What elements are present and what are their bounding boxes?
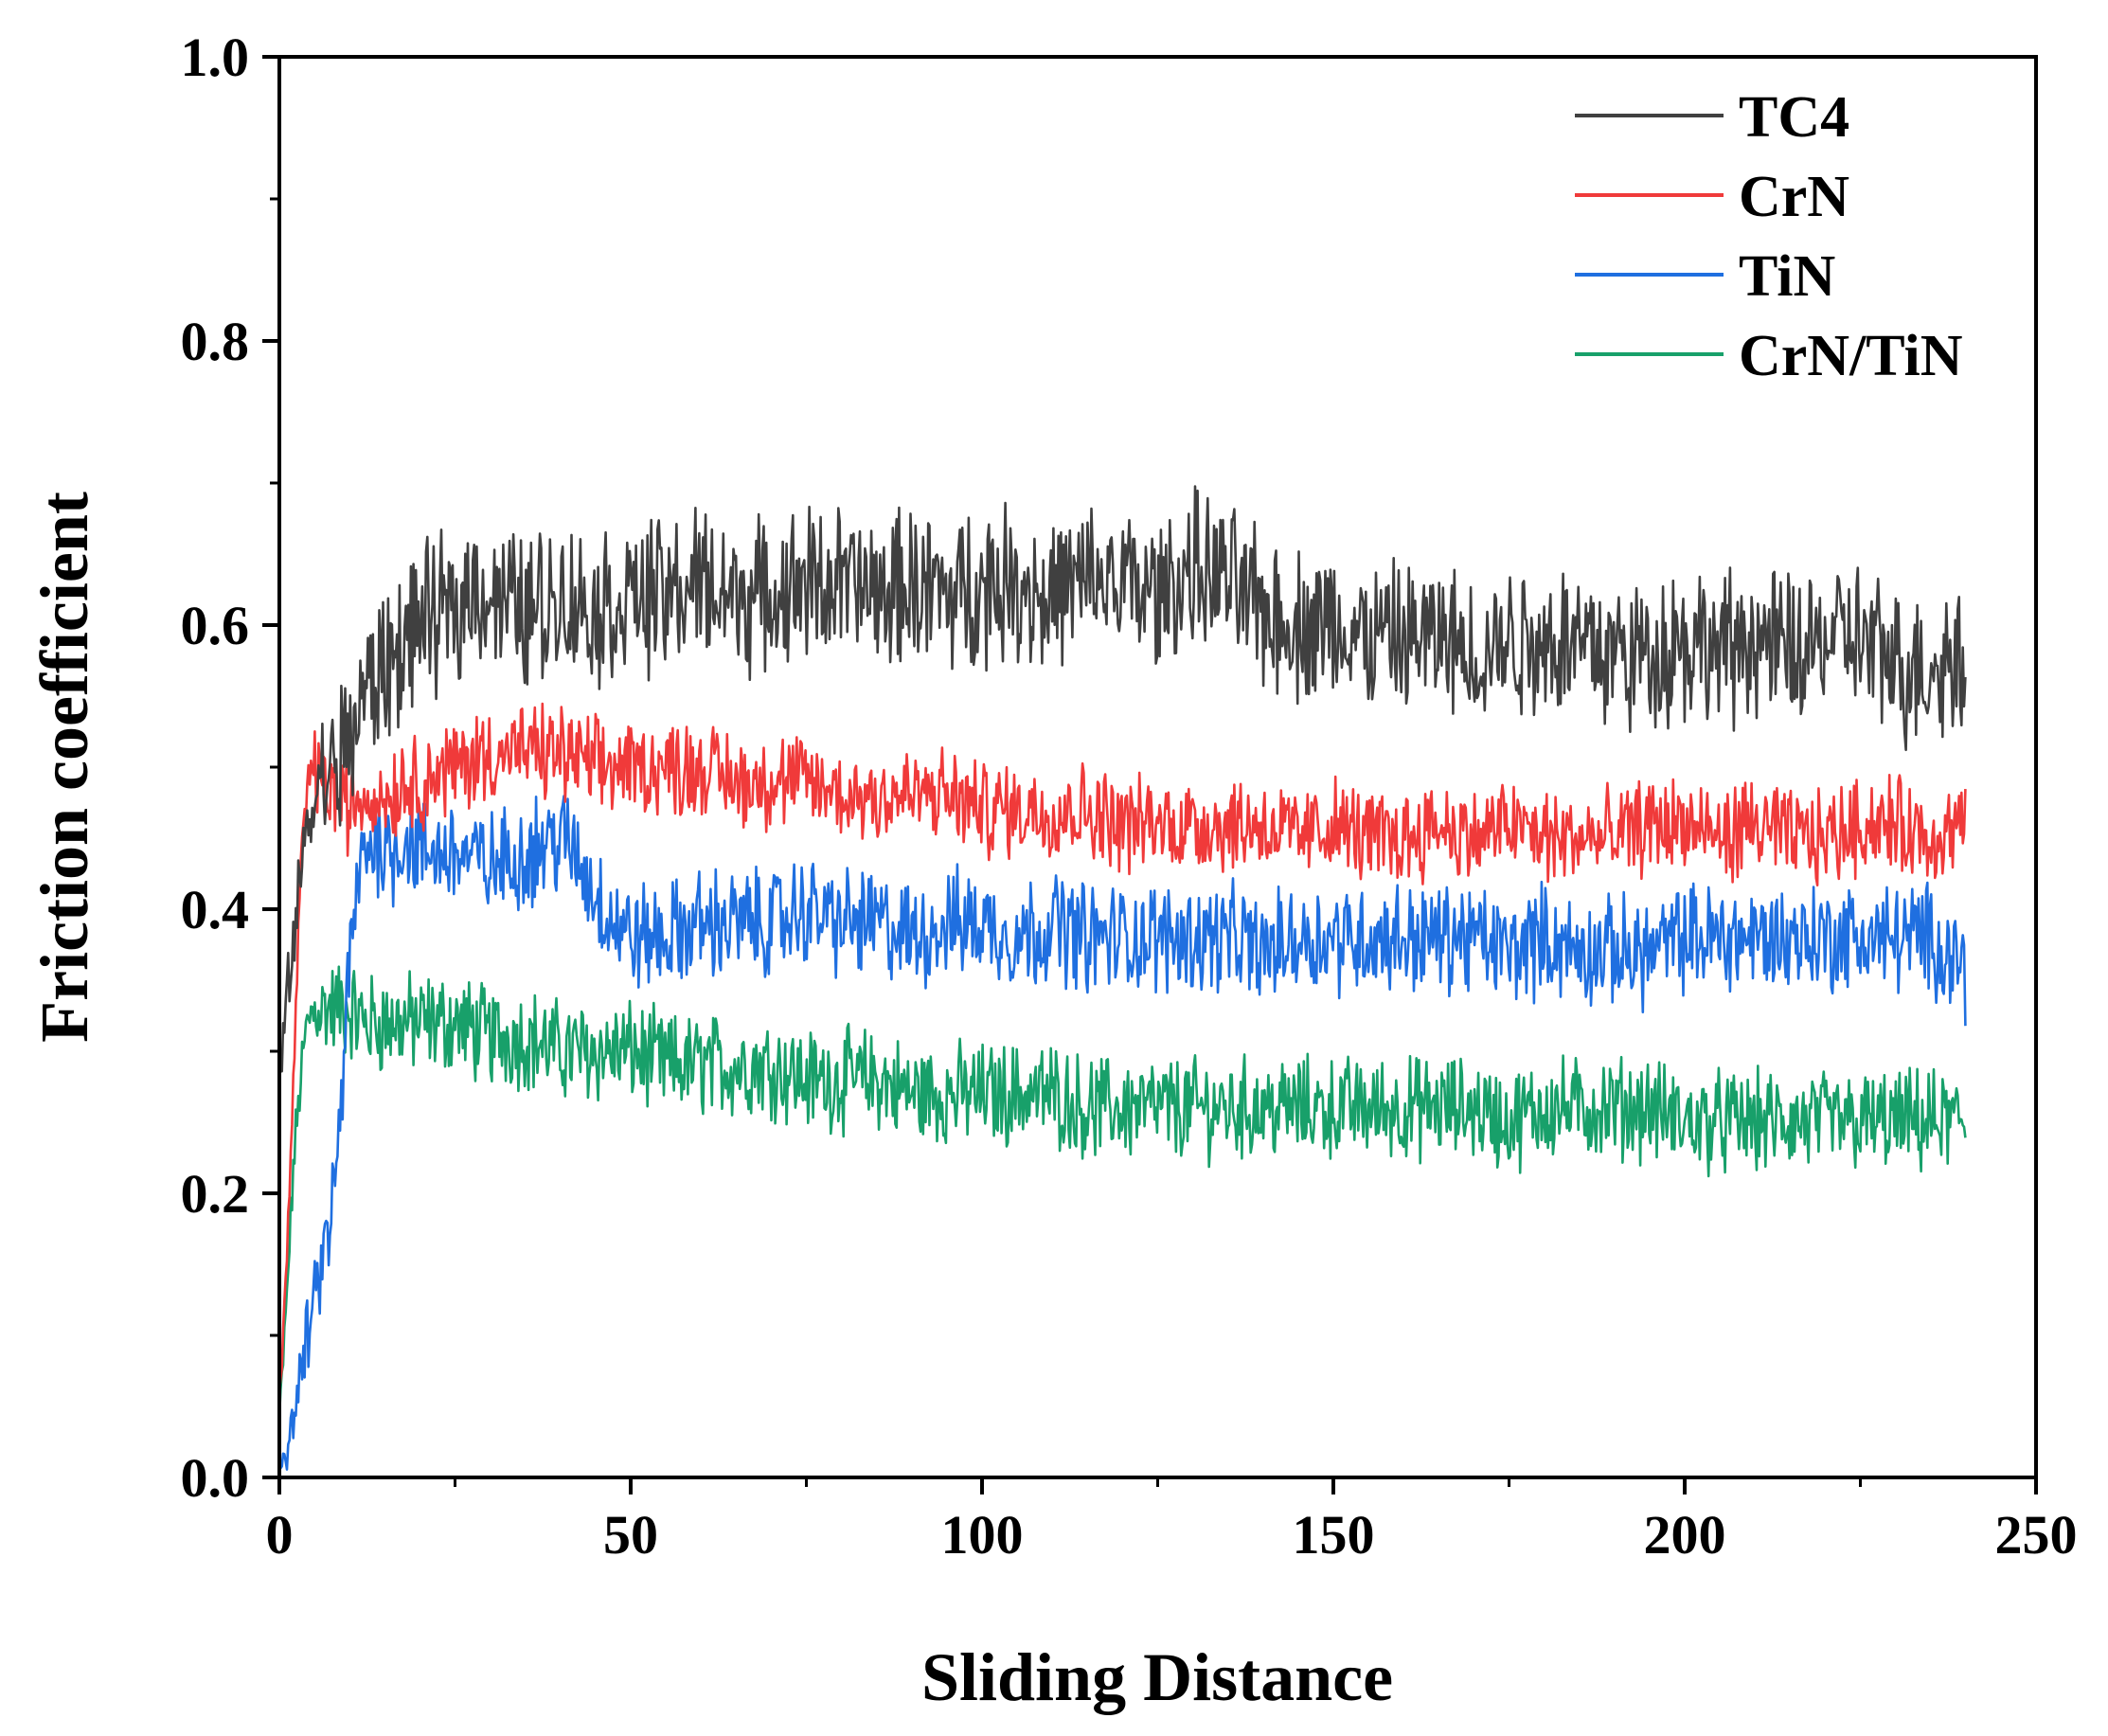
x-tick-label: 50 [603, 1504, 658, 1566]
series-line-crn [277, 702, 1967, 1393]
series-layer [277, 485, 1967, 1471]
series-line-crn-tin [277, 965, 1967, 1419]
x-tick-label: 0 [266, 1504, 294, 1566]
axis-layer: 0 50 100 150 200 250 0.0 0.2 0.4 0.6 0.8 1.0 [181, 27, 2078, 1566]
legend-label: CrN/TiN [1739, 324, 1963, 388]
legend: TC4 CrN TiN CrN/TiN [1575, 85, 1963, 388]
series-line-tin [277, 795, 1967, 1471]
x-tick-label: 200 [1644, 1504, 1726, 1566]
legend-label: TiN [1739, 244, 1835, 309]
y-tick-label: 0.4 [181, 879, 250, 940]
y-tick-label: 0.2 [181, 1163, 250, 1225]
y-tick-label: 0.8 [181, 311, 250, 372]
legend-label: TC4 [1739, 85, 1849, 150]
y-tick-label: 0.6 [181, 595, 250, 656]
x-tick-label: 250 [1995, 1504, 2078, 1566]
legend-label: CrN [1739, 165, 1849, 229]
x-axis-title: Sliding Distance [921, 1639, 1393, 1715]
series-line-tc4 [277, 485, 1967, 1080]
y-tick-label: 1.0 [181, 27, 250, 88]
y-axis-title: Friction coefficient [27, 492, 102, 1043]
x-tick-label: 150 [1293, 1504, 1375, 1566]
y-tick-label: 0.0 [181, 1447, 250, 1509]
x-tick-label: 100 [941, 1504, 1024, 1566]
